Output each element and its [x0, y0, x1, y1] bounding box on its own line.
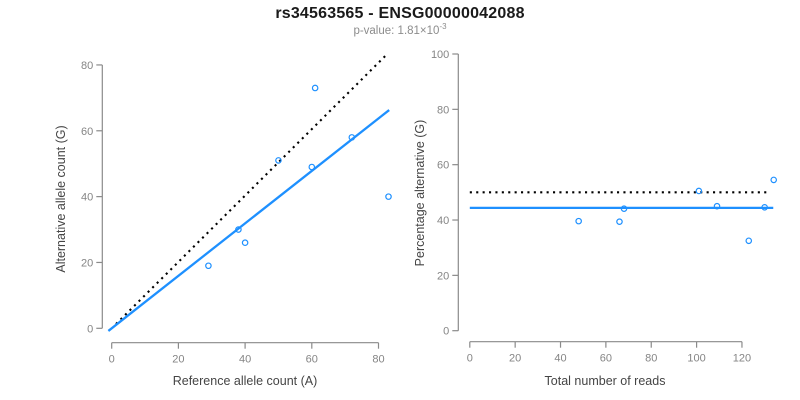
- data-point: [308, 163, 316, 171]
- plot-allele-counts: 0 20 40 60 80 0 20 40 60 80 Reference allele count…: [54, 54, 392, 388]
- y-tick-label: 100: [431, 49, 449, 61]
- y-tick-label: 20: [81, 257, 93, 269]
- y-tick-label: 0: [443, 326, 449, 338]
- x-tick-label: 60: [306, 354, 318, 366]
- data-point: [385, 193, 392, 200]
- data-point: [235, 226, 242, 233]
- data-point: [770, 176, 778, 184]
- data-point: [620, 205, 628, 212]
- y-tick-label: 40: [81, 192, 93, 204]
- data-point: [241, 239, 249, 247]
- pvalue-exponent: -3: [439, 22, 447, 32]
- data-point: [745, 237, 753, 245]
- x-tick-label: 100: [687, 353, 705, 365]
- x-tick-label: 60: [600, 353, 612, 365]
- x-tick-label: 40: [239, 354, 251, 366]
- x-tick-label: 80: [645, 353, 657, 365]
- x-tick-label: 0: [467, 353, 473, 365]
- data-point: [311, 84, 319, 92]
- page-title: rs34563565 - ENSG00000042088: [275, 5, 525, 22]
- plot-percentage-vs-reads: 0 20 40 60 80 100 120 0 20 40 60 80 100 Total number …: [413, 49, 778, 388]
- x-tick-label: 120: [733, 353, 751, 365]
- x-tick-label: 80: [372, 354, 384, 366]
- y-tick-label: 80: [81, 60, 93, 72]
- y-tick-label: 60: [81, 126, 93, 138]
- y-axis-title: Percentage alternative (G): [413, 120, 427, 267]
- fit-line: [107, 109, 390, 332]
- x-tick-label: 0: [109, 354, 115, 366]
- y-tick-label: 20: [437, 270, 449, 282]
- data-point: [761, 203, 768, 211]
- data-point: [205, 262, 212, 270]
- identity-line: [115, 54, 387, 325]
- x-axis-title: Reference allele count (A): [173, 374, 318, 388]
- data-point: [713, 202, 721, 210]
- data-point: [275, 157, 282, 164]
- y-tick-label: 80: [437, 104, 449, 116]
- data-point: [575, 217, 582, 225]
- y-tick-label: 0: [87, 323, 93, 335]
- data-point: [616, 218, 623, 225]
- pvalue-text: p-value: 1.81×10: [353, 25, 440, 37]
- pvalue-subtitle: p-value: 1.81×10-3: [0, 22, 800, 37]
- data-point: [695, 187, 703, 195]
- y-axis-title: Alternative allele count (G): [54, 125, 68, 272]
- data-point: [348, 134, 356, 141]
- y-tick-label: 40: [437, 215, 449, 227]
- y-tick-label: 60: [437, 160, 449, 172]
- x-tick-label: 20: [172, 354, 184, 366]
- x-tick-label: 20: [509, 353, 521, 365]
- x-tick-label: 40: [554, 353, 566, 365]
- x-axis-title: Total number of reads: [545, 374, 666, 388]
